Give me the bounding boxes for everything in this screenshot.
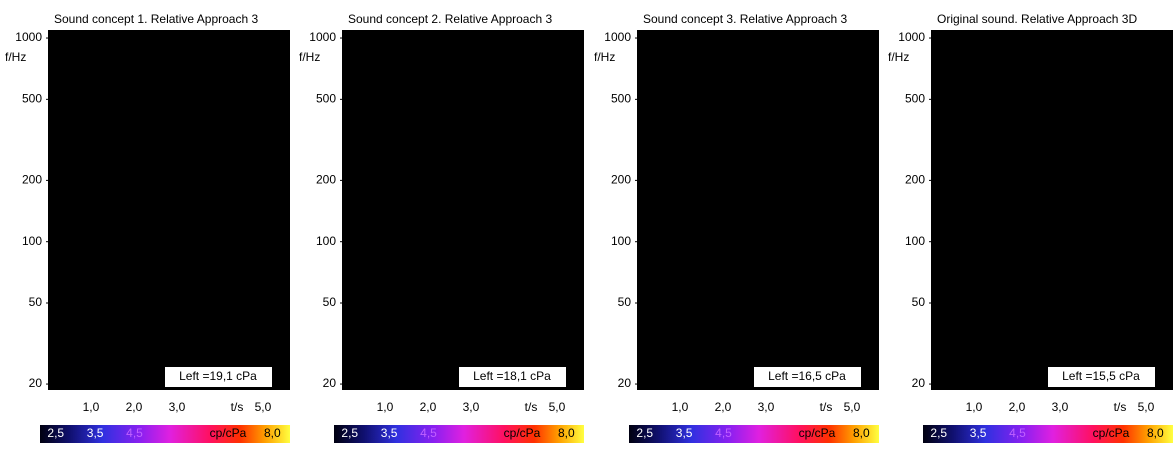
y-tick-label: 1000 (898, 30, 925, 44)
colorbar (40, 425, 290, 443)
colorbar-label: cp/cPa (504, 426, 541, 440)
spectrogram-panel: Original sound. Relative Approach 3D f/Hz… (888, 12, 1173, 443)
colorbar-tick-label: 4,5 (420, 426, 437, 440)
colorbar-tick-label: 8,0 (558, 426, 575, 440)
colorbar-label: cp/cPa (1093, 426, 1130, 440)
x-tick-label: 1,0 (377, 400, 394, 414)
y-tick-label: 1000 (604, 30, 631, 44)
colorbar-tick-label: 2,5 (636, 426, 653, 440)
x-tick-label: 5,0 (549, 400, 566, 414)
colorbar (923, 425, 1173, 443)
x-axis-label: t/s (820, 400, 833, 414)
colorbar-tick-label: 4,5 (715, 426, 732, 440)
x-axis-label: t/s (1114, 400, 1127, 414)
panel-title: Sound concept 2. Relative Approach 3 (348, 12, 552, 26)
colorbar-tick-label: 3,5 (87, 426, 104, 440)
colorbar-tick-label: 8,0 (1147, 426, 1164, 440)
panel-title: Sound concept 1. Relative Approach 3 (54, 12, 258, 26)
colorbar-tick-label: 3,5 (676, 426, 693, 440)
x-axis-label: t/s (231, 400, 244, 414)
spectrogram-panel: Sound concept 3. Relative Approach 3 f/Hz… (594, 12, 879, 443)
plot-area (342, 30, 584, 390)
colorbar-label: cp/cPa (210, 426, 247, 440)
x-tick-label: 5,0 (255, 400, 272, 414)
x-tick-label: 2,0 (420, 400, 437, 414)
colorbar-label: cp/cPa (799, 426, 836, 440)
x-tick-label: 5,0 (1138, 400, 1155, 414)
y-tick-label: 20 (323, 376, 337, 390)
x-tick-label: 2,0 (1009, 400, 1026, 414)
colorbar-tick-label: 8,0 (853, 426, 870, 440)
y-tick-label: 100 (22, 234, 42, 248)
colorbar-tick-label: 3,5 (381, 426, 398, 440)
colorbar (334, 425, 584, 443)
annotation: Left =15,5 cPa (1062, 369, 1140, 383)
y-tick-label: 200 (316, 173, 336, 187)
y-tick-label: 500 (611, 92, 631, 106)
y-tick-label: 200 (22, 173, 42, 187)
y-tick-label: 100 (905, 234, 925, 248)
panel-title: Original sound. Relative Approach 3D (937, 12, 1137, 26)
x-axis-label: t/s (525, 400, 538, 414)
colorbar (629, 425, 879, 443)
x-tick-label: 2,0 (126, 400, 143, 414)
y-tick-label: 50 (29, 295, 43, 309)
x-tick-label: 3,0 (169, 400, 186, 414)
x-tick-label: 1,0 (672, 400, 689, 414)
plot-area (637, 30, 879, 390)
x-tick-label: 3,0 (463, 400, 480, 414)
y-tick-label: 50 (323, 295, 337, 309)
y-tick-label: 100 (611, 234, 631, 248)
y-tick-label: 200 (905, 173, 925, 187)
colorbar-tick-label: 8,0 (264, 426, 281, 440)
y-tick-label: 100 (316, 234, 336, 248)
x-tick-label: 3,0 (758, 400, 775, 414)
y-axis-label: f/Hz (299, 50, 320, 64)
x-tick-label: 2,0 (715, 400, 732, 414)
y-axis-label: f/Hz (594, 50, 615, 64)
spectrogram-panel: Sound concept 2. Relative Approach 3 f/Hz… (299, 12, 584, 443)
x-tick-label: 1,0 (83, 400, 100, 414)
colorbar-tick-label: 4,5 (1009, 426, 1026, 440)
annotation-box (165, 367, 272, 387)
y-tick-label: 500 (905, 92, 925, 106)
colorbar-tick-label: 2,5 (47, 426, 64, 440)
y-tick-label: 1000 (309, 30, 336, 44)
colorbar-tick-label: 2,5 (930, 426, 947, 440)
plot-area (48, 30, 290, 390)
y-tick-label: 500 (22, 92, 42, 106)
x-tick-label: 5,0 (844, 400, 861, 414)
colorbar-tick-label: 2,5 (341, 426, 358, 440)
plot-area (931, 30, 1173, 390)
annotation-box (459, 367, 566, 387)
annotation-box (1048, 367, 1155, 387)
annotation: Left =16,5 cPa (768, 369, 846, 383)
annotation-box (754, 367, 861, 387)
y-tick-label: 50 (618, 295, 632, 309)
y-tick-label: 500 (316, 92, 336, 106)
y-tick-label: 50 (912, 295, 926, 309)
colorbar-tick-label: 3,5 (970, 426, 987, 440)
annotation: Left =19,1 cPa (179, 369, 257, 383)
y-tick-label: 20 (618, 376, 632, 390)
y-tick-label: 200 (611, 173, 631, 187)
y-axis-label: f/Hz (888, 50, 909, 64)
annotation: Left =18,1 cPa (473, 369, 551, 383)
x-tick-label: 3,0 (1052, 400, 1069, 414)
y-tick-label: 20 (29, 376, 43, 390)
x-tick-label: 1,0 (966, 400, 983, 414)
spectrogram-panel: Sound concept 1. Relative Approach 3 f/Hz… (5, 12, 290, 443)
y-axis-label: f/Hz (5, 50, 26, 64)
y-tick-label: 20 (912, 376, 926, 390)
y-tick-label: 1000 (15, 30, 42, 44)
panel-title: Sound concept 3. Relative Approach 3 (643, 12, 847, 26)
colorbar-tick-label: 4,5 (126, 426, 143, 440)
